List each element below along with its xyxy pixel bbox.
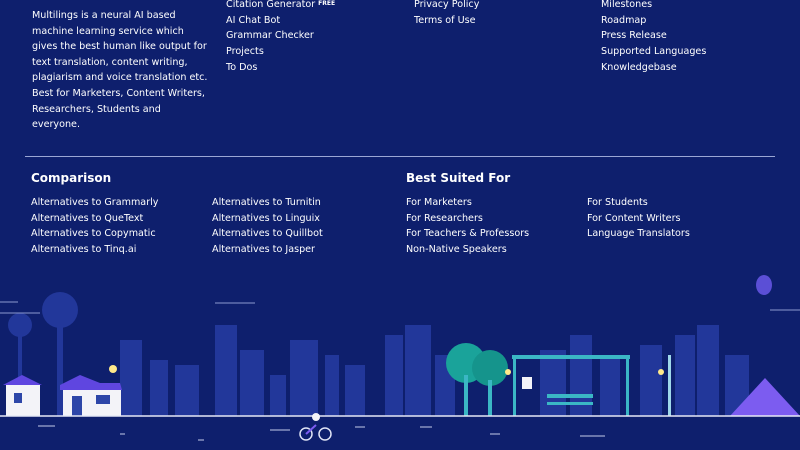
footer-link[interactable]: For Teachers & Professors <box>406 228 530 240</box>
footer-link[interactable]: Roadmap <box>601 14 647 26</box>
footer-link[interactable]: Supported Languages <box>601 46 707 58</box>
about-text: Multilings is a neural AI based machine … <box>32 10 208 131</box>
footer-link[interactable]: Alternatives to Jasper <box>212 244 316 256</box>
best-suited-column: For Marketers For Researchers For Teachers… <box>406 195 529 258</box>
footer-link[interactable]: For Content Writers <box>587 212 681 224</box>
footer-link[interactable]: Citation Generator FREE <box>226 0 336 10</box>
tools-column: Citation Generator FREE AI Chat Bot Grammar… <box>226 0 335 75</box>
footer-link[interactable]: Language Translators <box>587 228 690 240</box>
divider <box>25 156 775 157</box>
footer-link[interactable]: Alternatives to Linguix <box>212 212 320 224</box>
footer-link[interactable]: Alternatives to Quillbot <box>212 228 323 240</box>
footer-link[interactable]: To Dos <box>226 61 258 73</box>
legal-column: Privacy Policy Terms of Use <box>414 0 479 28</box>
footer-link[interactable]: For Researchers <box>406 212 483 224</box>
footer-link[interactable]: Alternatives to QueText <box>31 212 144 224</box>
footer-link[interactable]: Terms of Use <box>414 14 476 26</box>
footer-link[interactable]: For Marketers <box>406 197 472 208</box>
city-illustration <box>0 275 800 441</box>
footer-link[interactable]: Alternatives to Grammarly <box>31 197 159 208</box>
footer-link[interactable]: Grammar Checker <box>226 30 314 42</box>
free-badge: FREE <box>318 0 336 7</box>
best-suited-column: For Students For Content Writers Language … <box>587 195 690 242</box>
footer-link[interactable]: For Students <box>587 197 648 208</box>
footer-link[interactable]: Alternatives to Copymatic <box>31 228 156 240</box>
section-heading: Best Suited For <box>406 171 511 185</box>
company-column: Milestones Roadmap Press Release Supported … <box>601 0 706 75</box>
footer-link[interactable]: Privacy Policy <box>414 0 480 10</box>
footer-link[interactable]: Non-Native Speakers <box>406 244 507 256</box>
comparison-column: Alternatives to Turnitin Alternatives to … <box>212 195 323 258</box>
footer-link[interactable]: Milestones <box>601 0 653 10</box>
footer-link[interactable]: Projects <box>226 46 264 58</box>
comparison-column: Alternatives to Grammarly Alternatives to… <box>31 195 158 258</box>
footer-link[interactable]: Knowledgebase <box>601 61 677 73</box>
section-heading: Comparison <box>31 171 112 185</box>
footer-link[interactable]: Alternatives to Tinq.ai <box>31 244 137 256</box>
footer-link[interactable]: Press Release <box>601 30 667 42</box>
footer-link[interactable]: AI Chat Bot <box>226 14 281 26</box>
footer-link[interactable]: Alternatives to Turnitin <box>212 197 321 208</box>
